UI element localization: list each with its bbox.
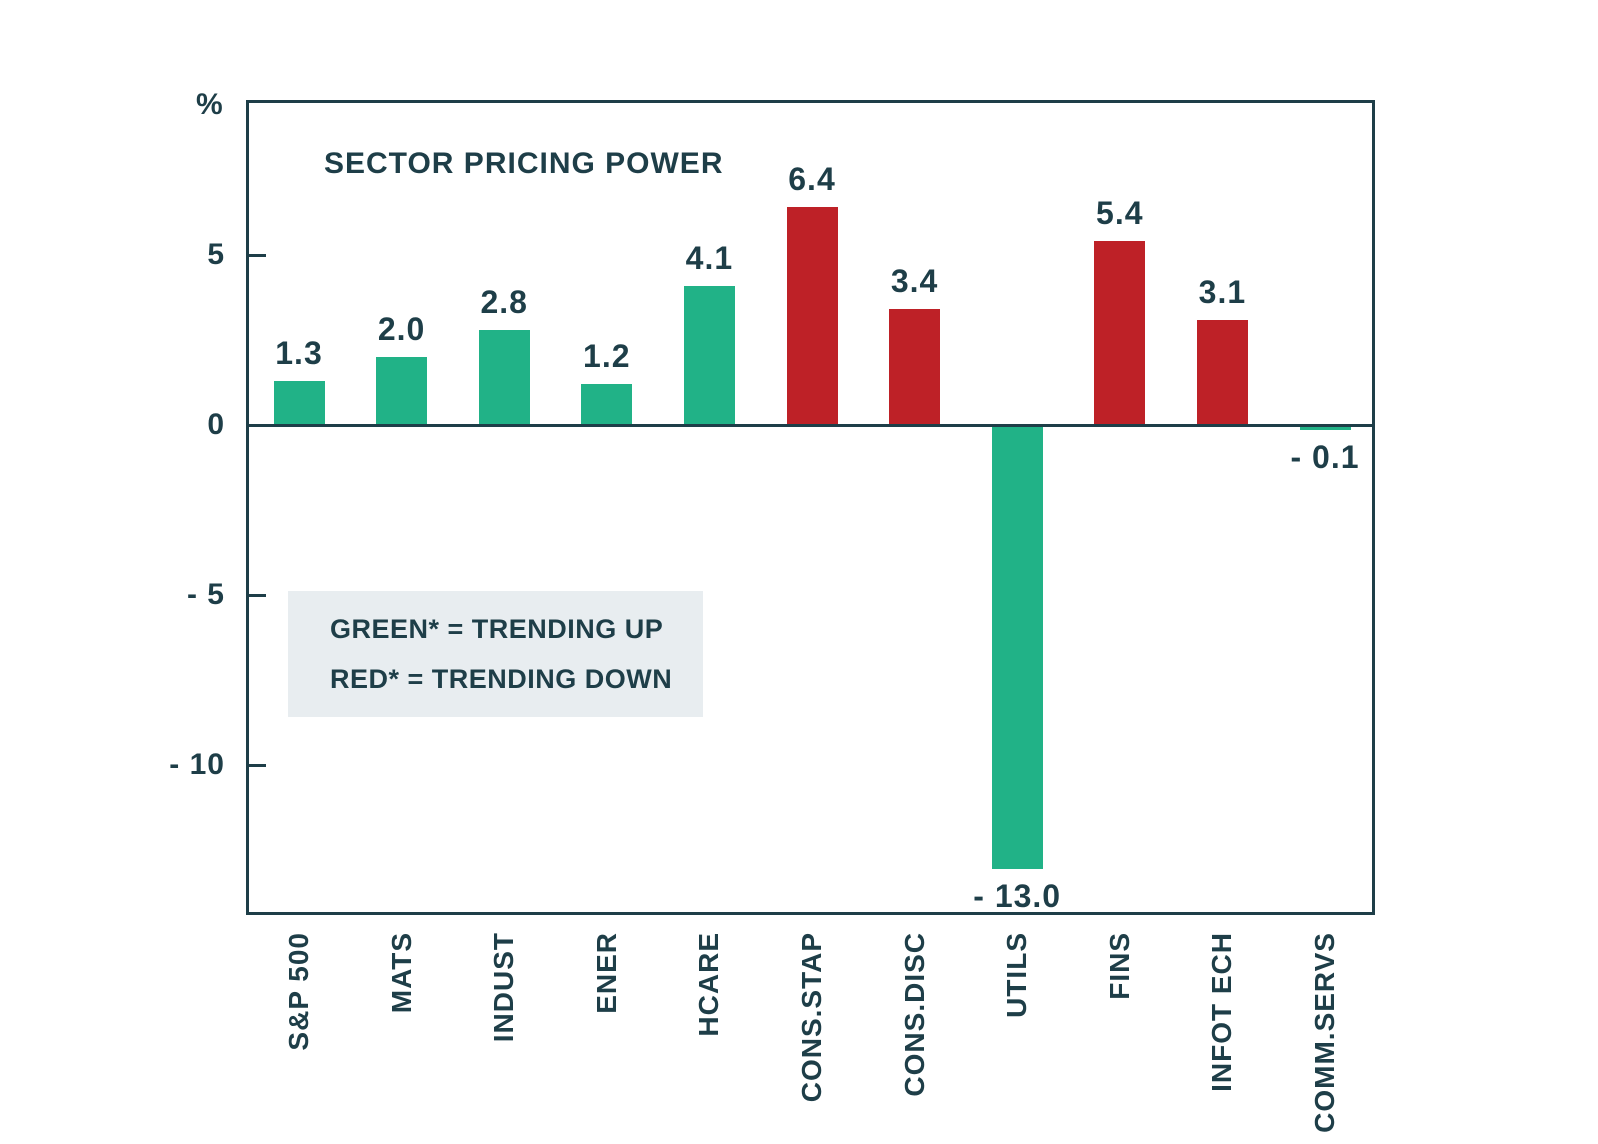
bar-value-label-indust: 2.8	[480, 283, 528, 320]
bar-value-label-cons-disc: 3.4	[890, 263, 939, 300]
y-axis-tick-label: - 5	[186, 578, 225, 611]
bar-value-label-comm-servs: - 0.1	[1290, 439, 1360, 476]
bar-comm-servs	[1299, 427, 1351, 431]
y-axis-tick-mark	[249, 254, 266, 257]
y-axis-tick-label: 5	[207, 238, 225, 271]
bar-value-label-hcare: 4.1	[685, 239, 734, 276]
bar-utils	[991, 427, 1043, 869]
bar-cons-stap	[786, 207, 838, 425]
x-axis-label-hcare: HCARE	[693, 932, 725, 1037]
bar-fins	[1094, 241, 1146, 425]
zero-axis-line	[249, 424, 1372, 427]
bar-value-label-cons-stap: 6.4	[788, 161, 836, 198]
x-axis-label-ener: ENER	[590, 932, 622, 1014]
bar-value-label-fins: 5.4	[1096, 195, 1144, 232]
bar-mats	[376, 357, 428, 425]
bar-value-label-utils: - 13.0	[973, 878, 1062, 914]
x-axis-label-indust: INDUST	[488, 932, 520, 1043]
legend-box: GREEN* = TRENDING UP RED* = TRENDING DOW…	[288, 591, 703, 717]
bar-value-label-infot-ech: 3.1	[1198, 273, 1247, 310]
legend-line-green: GREEN* = TRENDING UP	[330, 614, 664, 644]
bar-value-label-s-p-500: 1.3	[275, 334, 323, 371]
y-axis-tick-label: - 10	[169, 748, 225, 781]
bar-indust	[478, 329, 530, 425]
bar-ener	[581, 384, 633, 425]
bar-value-label-ener: 1.2	[583, 338, 631, 375]
x-axis-label-utils: UTILS	[1001, 932, 1033, 1018]
y-axis-unit-label: %	[196, 88, 223, 121]
y-axis-tick-mark	[249, 594, 266, 597]
bar-cons-disc	[889, 309, 941, 425]
bar-hcare	[683, 285, 735, 425]
x-axis-label-fins: FINS	[1103, 932, 1135, 1000]
chart-title: SECTOR PRICING POWER	[324, 147, 724, 180]
y-axis-tick-label: 0	[207, 408, 225, 441]
x-axis-label-infot-ech: INFOT ECH	[1206, 932, 1238, 1092]
x-axis-label-s-p-500: S&P 500	[283, 932, 314, 1051]
x-axis-label-comm-servs: COMM.SERVS	[1309, 932, 1340, 1133]
y-axis-tick-mark	[249, 764, 266, 767]
x-axis-label-cons-stap: CONS.STAP	[796, 932, 827, 1103]
bar-value-label-mats: 2.0	[377, 311, 426, 347]
legend-line-red: RED* = TRENDING DOWN	[330, 664, 673, 694]
bar-infot-ech	[1196, 319, 1248, 425]
x-axis-label-mats: MATS	[385, 932, 417, 1014]
x-axis-label-cons-disc: CONS.DISC	[898, 932, 930, 1097]
bar-s-p-500	[273, 380, 325, 425]
